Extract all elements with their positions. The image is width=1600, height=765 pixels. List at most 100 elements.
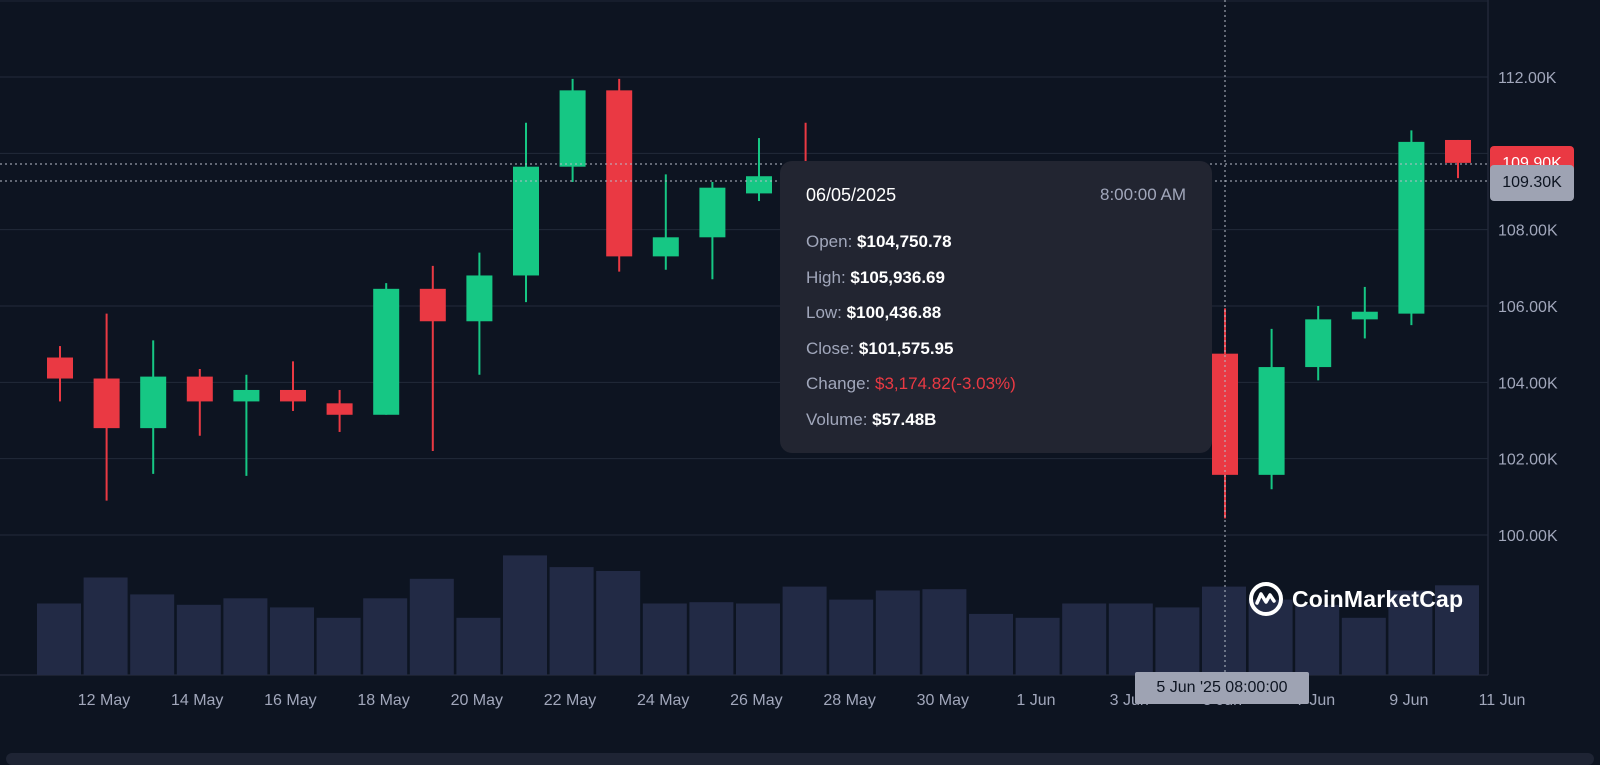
volume-bar <box>1062 603 1107 675</box>
candle-body <box>419 288 446 322</box>
volume-bar <box>316 617 361 675</box>
candle <box>559 78 586 182</box>
candle <box>1351 286 1378 339</box>
crosshair <box>0 0 1490 675</box>
coinmarketcap-logo: CoinMarketCap <box>1248 581 1463 617</box>
x-tick-label: 18 May <box>357 692 409 709</box>
volume-bar <box>736 603 780 675</box>
volume-bar <box>549 567 594 675</box>
candle-body <box>373 288 400 415</box>
tooltip-volume-label: Volume: <box>806 409 868 429</box>
volume-bar <box>83 577 128 675</box>
candle-body <box>606 90 633 257</box>
tooltip-change-label: Change: <box>806 374 871 394</box>
y-tick-label: 100.00K <box>1498 528 1558 545</box>
volume-bar <box>875 590 920 675</box>
candle-body <box>746 176 772 194</box>
x-tick-label: 1 Jun <box>1016 692 1055 709</box>
x-tick-label: 30 May <box>917 692 969 709</box>
volume-bar <box>689 602 734 675</box>
candle <box>466 252 493 375</box>
volume-bar <box>270 607 314 675</box>
volume-bar <box>829 599 874 675</box>
tooltip-time: 8:00:00 AM <box>1099 185 1186 204</box>
candle-body <box>1212 353 1238 475</box>
x-tick-label: 14 May <box>171 692 223 709</box>
candle-body <box>47 357 73 379</box>
tooltip-volume-value: $57.48B <box>872 409 937 429</box>
candle <box>419 265 446 452</box>
candle <box>606 78 633 272</box>
volume-bar <box>1295 604 1340 675</box>
candle <box>652 174 679 270</box>
candle-body <box>1351 311 1378 320</box>
volume-bar <box>1435 585 1479 675</box>
x-tick-label: 11 Jun <box>1479 692 1526 709</box>
candle-body <box>280 389 306 402</box>
volume-bar <box>1015 617 1060 675</box>
candle <box>1305 306 1332 381</box>
tooltip-close-row: Close: $101,575.95 <box>806 331 1186 367</box>
y-tick-label: 106.00K <box>1498 299 1558 316</box>
x-tick-label: 9 Jun <box>1389 692 1428 709</box>
x-tick-label: 12 May <box>78 692 130 709</box>
tooltip-date: 06/05/2025 <box>806 185 897 205</box>
candle-body <box>513 166 539 276</box>
volume-bar <box>1202 586 1246 675</box>
volume-bar <box>130 594 175 675</box>
candle <box>699 181 726 280</box>
candle <box>373 283 400 415</box>
candle <box>326 389 353 432</box>
candle <box>93 313 120 501</box>
tooltip-open-value: $104,750.78 <box>857 232 952 251</box>
tooltip-high-row: High: $105,936.69 <box>806 260 1186 296</box>
tooltip-open-row: Open: $104,750.78 <box>806 224 1186 260</box>
candle-body <box>186 376 213 402</box>
tooltip-volume-row: Volume: $57.48B <box>806 402 1186 438</box>
candle-body <box>1445 139 1471 163</box>
volume-bars <box>37 555 1479 675</box>
volume-bar <box>642 603 687 675</box>
candle <box>1258 328 1285 490</box>
x-tick-label: 28 May <box>823 692 875 709</box>
candle <box>47 346 73 402</box>
volume-bar <box>1388 590 1433 675</box>
x-tick-label: 26 May <box>730 692 782 709</box>
volume-bar <box>596 571 641 675</box>
candle <box>1398 130 1425 326</box>
candle-body <box>326 403 353 415</box>
y-tick-label: 102.00K <box>1498 452 1558 469</box>
grid-lines <box>0 0 1489 676</box>
tooltip-open-label: Open: <box>806 232 853 251</box>
tooltip-change-row: Change: $3,174.82(-3.03%) <box>806 366 1186 402</box>
candle-body <box>93 378 120 429</box>
candle <box>233 374 260 476</box>
axes: 112.00K110.00K108.00K106.00K104.00K102.0… <box>78 70 1558 709</box>
candle <box>140 340 167 474</box>
candle-body <box>140 376 167 429</box>
y-tick-label: 104.00K <box>1498 375 1558 392</box>
volume-bar <box>409 578 454 675</box>
crosshair-time-label: 5 Jun '25 08:00:00 <box>1135 672 1309 704</box>
brand-name: CoinMarketCap <box>1292 585 1464 612</box>
bottom-scrollbar[interactable] <box>6 753 1594 765</box>
tooltip-close-value: $101,575.95 <box>858 338 954 358</box>
candle-body <box>1398 141 1425 314</box>
volume-bar <box>1341 617 1386 675</box>
x-tick-label: 24 May <box>637 692 689 709</box>
candle-body <box>652 237 679 257</box>
tooltip-low-value: $100,436.88 <box>846 303 942 323</box>
candle <box>186 368 213 436</box>
x-tick-label: 16 May <box>264 692 316 709</box>
candle <box>280 361 306 411</box>
volume-bar <box>1155 607 1200 675</box>
candle-body <box>1258 367 1285 475</box>
volume-bar <box>503 555 547 675</box>
volume-bar <box>1108 603 1153 675</box>
volume-bar <box>969 613 1013 675</box>
y-tick-label: 108.00K <box>1498 223 1558 240</box>
candle <box>1212 308 1238 519</box>
volume-bar <box>922 589 967 675</box>
volume-bar <box>456 617 501 675</box>
